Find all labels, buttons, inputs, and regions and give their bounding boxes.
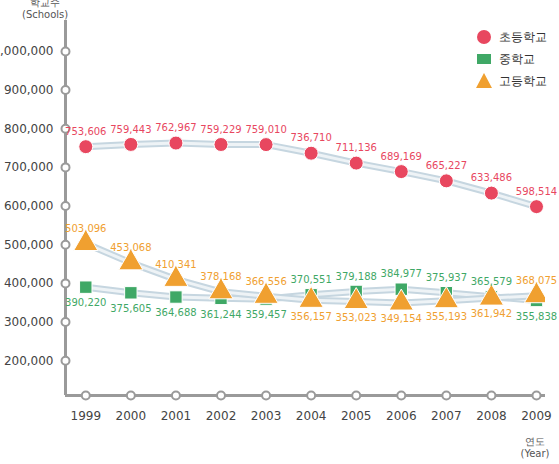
svg-text:356,157: 356,157 bbox=[290, 311, 331, 322]
svg-text:378,168: 378,168 bbox=[200, 271, 241, 282]
svg-text:736,710: 736,710 bbox=[290, 132, 331, 143]
svg-text:355,193: 355,193 bbox=[426, 311, 467, 322]
svg-text:349,154: 349,154 bbox=[381, 313, 422, 324]
svg-text:365,579: 365,579 bbox=[471, 276, 512, 287]
svg-text:2000: 2000 bbox=[116, 409, 147, 423]
html-text:중학교: 중학교 bbox=[499, 51, 535, 66]
svg-text:711,136: 711,136 bbox=[336, 142, 377, 153]
svg-text:600,000: 600,000 bbox=[4, 199, 54, 213]
svg-text:2002: 2002 bbox=[206, 409, 237, 423]
svg-text:384,977: 384,977 bbox=[381, 268, 422, 279]
svg-text:2005: 2005 bbox=[341, 409, 372, 423]
svg-text:368,075: 368,075 bbox=[516, 275, 557, 286]
svg-text:759,443: 759,443 bbox=[110, 124, 151, 135]
svg-text:361,942: 361,942 bbox=[471, 308, 512, 319]
svg-text:2001: 2001 bbox=[161, 409, 192, 423]
html-text:고등학교: 고등학교 bbox=[499, 73, 547, 88]
svg-text:1999: 1999 bbox=[71, 409, 102, 423]
svg-text:366,556: 366,556 bbox=[245, 276, 286, 287]
svg-text:2007: 2007 bbox=[431, 409, 462, 423]
svg-text:390,220: 390,220 bbox=[65, 297, 106, 308]
svg-text:1,000,000: 1,000,000 bbox=[0, 44, 54, 58]
html-text:초등학교: 초등학교 bbox=[499, 29, 547, 44]
svg-text:500,000: 500,000 bbox=[4, 238, 54, 252]
svg-text:665,227: 665,227 bbox=[426, 160, 467, 171]
svg-text:200,000: 200,000 bbox=[4, 354, 54, 368]
svg-text:370,551: 370,551 bbox=[290, 274, 331, 285]
svg-text:762,967: 762,967 bbox=[155, 122, 196, 133]
svg-text:355,838: 355,838 bbox=[516, 311, 557, 322]
html-text:연도 (Year): 연도 (Year) bbox=[520, 436, 550, 459]
svg-text:353,023: 353,023 bbox=[336, 312, 377, 323]
svg-text:800,000: 800,000 bbox=[4, 122, 54, 136]
svg-text:700,000: 700,000 bbox=[4, 160, 54, 174]
svg-text:2004: 2004 bbox=[296, 409, 327, 423]
svg-text:900,000: 900,000 bbox=[4, 83, 54, 97]
svg-text:361,244: 361,244 bbox=[200, 309, 241, 320]
svg-text:633,486: 633,486 bbox=[471, 172, 512, 183]
svg-text:598,514: 598,514 bbox=[516, 186, 557, 197]
svg-text:375,937: 375,937 bbox=[426, 272, 467, 283]
svg-text:453,068: 453,068 bbox=[110, 242, 151, 253]
svg-text:2008: 2008 bbox=[476, 409, 507, 423]
svg-text:375,605: 375,605 bbox=[110, 303, 151, 314]
svg-text:689,169: 689,169 bbox=[381, 151, 422, 162]
svg-text:2003: 2003 bbox=[251, 409, 282, 423]
svg-text:753,606: 753,606 bbox=[65, 126, 106, 137]
svg-text:379,188: 379,188 bbox=[336, 271, 377, 282]
svg-text:359,457: 359,457 bbox=[245, 309, 286, 320]
svg-text:400,000: 400,000 bbox=[4, 276, 54, 290]
svg-text:759,229: 759,229 bbox=[200, 124, 241, 135]
svg-text:2009: 2009 bbox=[521, 409, 552, 423]
svg-text:759,010: 759,010 bbox=[245, 124, 286, 135]
svg-text:503,096: 503,096 bbox=[65, 223, 106, 234]
svg-text:2006: 2006 bbox=[386, 409, 417, 423]
svg-text:300,000: 300,000 bbox=[4, 315, 54, 329]
svg-text:410,341: 410,341 bbox=[155, 259, 196, 270]
svg-text:364,688: 364,688 bbox=[155, 307, 196, 318]
